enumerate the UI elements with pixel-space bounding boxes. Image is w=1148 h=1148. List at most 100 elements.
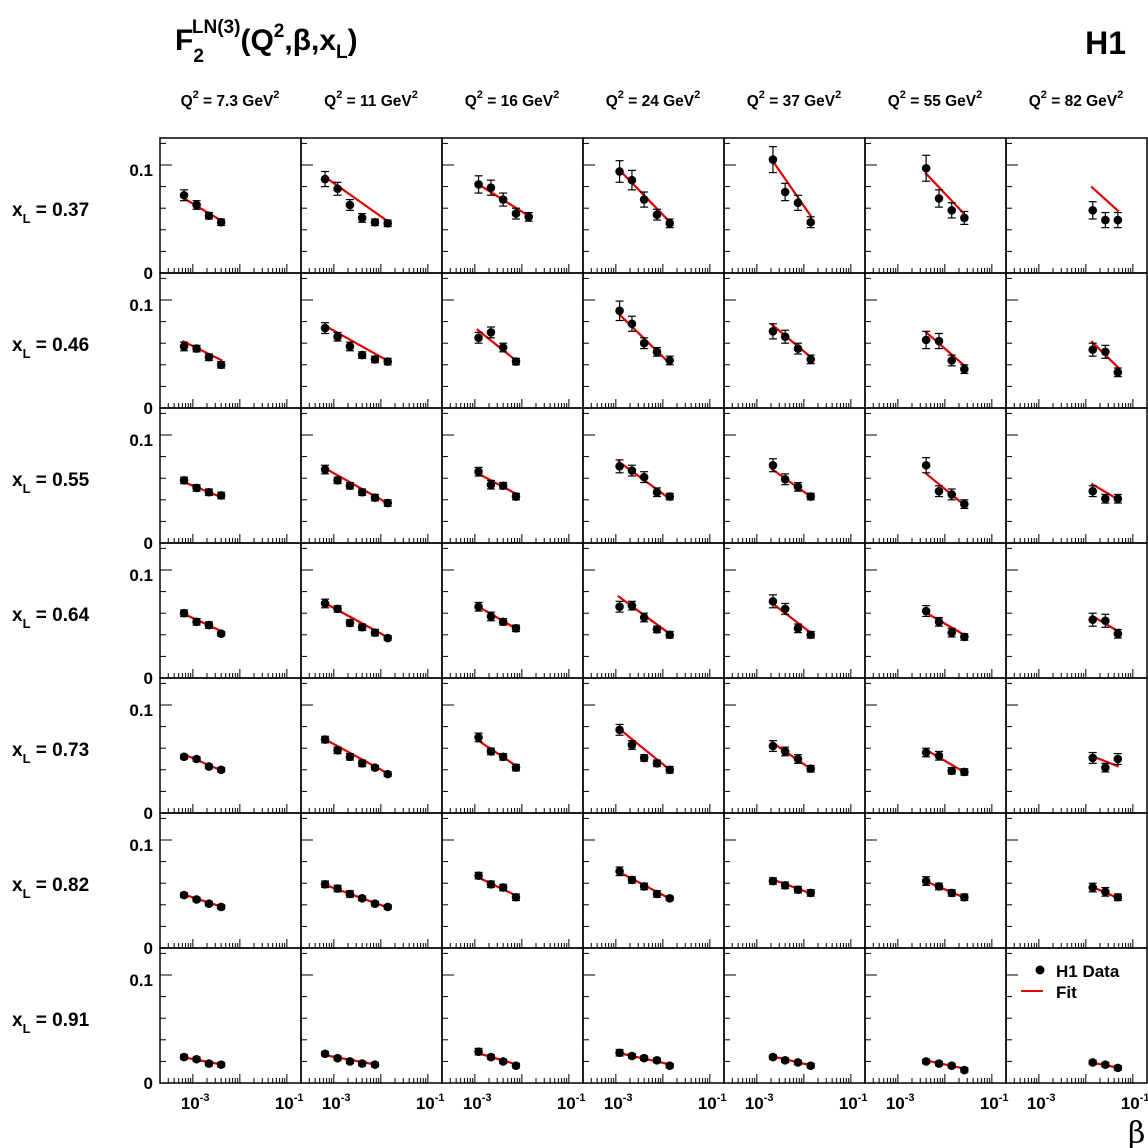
data-point: [486, 1052, 496, 1062]
fit-curve: [476, 471, 518, 496]
data-point: [345, 200, 355, 210]
data-point: [639, 472, 649, 482]
x-tick-label: 10-1: [698, 1092, 727, 1113]
data-point: [179, 752, 189, 762]
fit-curve: [770, 1054, 813, 1067]
panel: [1005, 812, 1148, 949]
data-point: [474, 733, 483, 742]
panel-grid: 0.1 0 0.1 0 0.1 0 0.1 0 0.1 0 0.1 0 0.1 0: [129, 137, 1148, 1093]
data-point: [665, 492, 675, 501]
y-tick-label: 0.1: [129, 296, 153, 315]
data-point: [1088, 486, 1098, 496]
data-point: [652, 1056, 662, 1065]
data-point: [768, 155, 778, 164]
data-point: [652, 210, 662, 219]
panel: [300, 407, 443, 544]
data-point: [768, 460, 778, 470]
data-point: [921, 748, 931, 757]
data-point: [179, 608, 189, 618]
y-tick-label: 0: [144, 264, 153, 283]
data-point: [780, 881, 790, 890]
data-point: [1101, 215, 1110, 225]
data-point: [192, 754, 201, 764]
row-labels: xL = 0.37 xL = 0.46 xL = 0.55 xL = 0.64 xL =…: [12, 200, 90, 1036]
data-point: [934, 1059, 944, 1068]
data-point: [921, 335, 931, 345]
data-point: [639, 882, 649, 891]
data-point: [474, 180, 483, 189]
figure-title: F2LN(3)(Q2,β,xL): [175, 17, 358, 67]
y-tick-label: 0.1: [129, 701, 153, 720]
panel: [159, 812, 302, 949]
panel-frame: [1005, 407, 1148, 544]
data-point: [498, 883, 508, 892]
data-point: [806, 1061, 816, 1071]
data-point: [1113, 1063, 1123, 1073]
column-label: Q2 = 55 GeV2: [888, 89, 983, 110]
data-point: [216, 902, 226, 912]
fit-curve: [322, 737, 390, 776]
data-point: [383, 498, 393, 508]
data-point: [192, 483, 201, 493]
data-point: [216, 360, 226, 370]
data-point: [320, 599, 330, 608]
data-point: [665, 356, 675, 365]
data-point: [383, 902, 393, 912]
data-point: [204, 899, 214, 909]
row-label: xL = 0.82: [12, 875, 89, 901]
y-tick-label: 0: [144, 804, 153, 823]
data-point: [960, 1065, 969, 1075]
panel-frame: [159, 812, 302, 949]
panel-frame: [300, 137, 443, 274]
data-point: [511, 1061, 521, 1071]
column-labels: Q2 = 7.3 GeV2 Q2 = 11 GeV2 Q2 = 16 GeV2 Q2 …: [181, 89, 1124, 110]
panel-frame: [1005, 812, 1148, 949]
panel-frame: [159, 947, 302, 1084]
fit-curve: [1090, 185, 1120, 213]
panel: [300, 137, 443, 274]
data-point: [333, 746, 342, 755]
data-point: [204, 1059, 214, 1068]
data-point: [524, 212, 534, 222]
data-point: [179, 890, 189, 900]
fit-curve: [181, 752, 223, 772]
data-point: [179, 1052, 189, 1062]
y-tick-label: 0: [144, 939, 153, 958]
data-point: [511, 492, 521, 501]
panel-frame: [1005, 542, 1148, 679]
data-point: [204, 762, 214, 771]
panel-frame: [300, 542, 443, 679]
fit-curve: [182, 480, 223, 499]
experiment-label: H1: [1085, 25, 1126, 61]
data-point: [333, 1053, 342, 1063]
fit-curve: [476, 875, 518, 898]
data-point: [960, 767, 969, 777]
data-point: [921, 1057, 931, 1066]
data-point: [486, 879, 496, 889]
data-point: [652, 487, 662, 497]
fit-curve: [924, 1059, 967, 1071]
data-point: [934, 194, 944, 203]
panel-frame: [441, 272, 584, 409]
panel: [1005, 947, 1148, 1084]
data-point: [511, 763, 521, 772]
data-point: [192, 344, 201, 353]
data-point: [216, 1060, 226, 1069]
panel: [441, 947, 584, 1084]
panel-frame: [864, 812, 1007, 949]
panel-frame: [441, 542, 584, 679]
data-point: [370, 1060, 380, 1069]
panel-frame: [159, 272, 302, 409]
y-tick-label: 0.1: [129, 431, 153, 450]
data-point: [652, 889, 662, 899]
panel: [582, 272, 725, 409]
fit-curve: [770, 601, 813, 635]
fit-curve: [476, 738, 518, 768]
data-point: [216, 765, 226, 775]
panel: [723, 272, 866, 409]
data-point: [333, 476, 342, 485]
panel-frame: [300, 272, 443, 409]
fit-curve: [924, 171, 967, 217]
panel-frame: [159, 407, 302, 544]
data-point: [947, 490, 957, 499]
